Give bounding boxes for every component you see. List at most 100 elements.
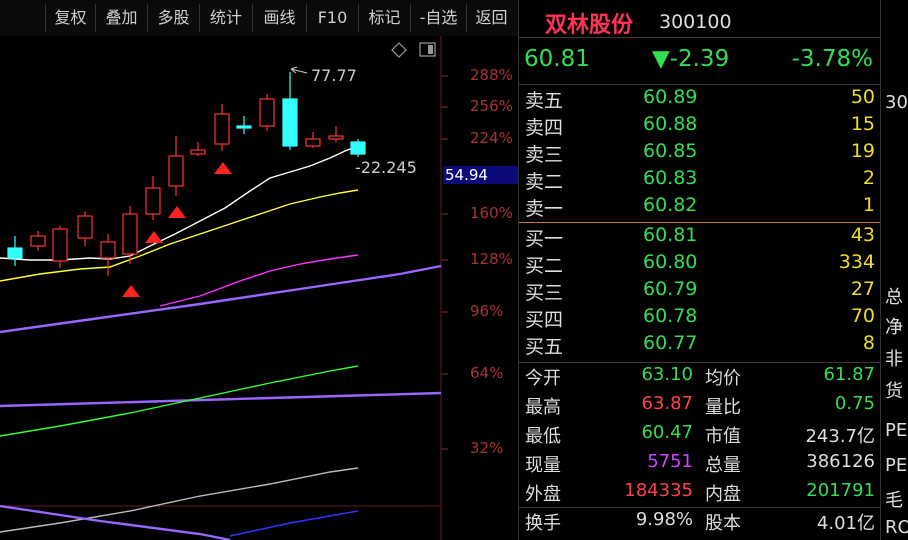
candle-body [190,149,206,155]
ask-row[interactable]: 卖二 60.83 2 [519,167,881,194]
moving-average-line [0,189,359,282]
candle-body [100,241,116,259]
remove-watchlist-button[interactable]: -自选 [410,4,466,32]
up-candle [145,176,161,220]
fundamental-label: 净 [885,317,903,338]
current-price-tag: 54.94 [443,166,518,184]
stat-value: 243.7亿 [805,426,875,447]
draw-line-button[interactable]: 画线 [252,4,306,32]
stat-value: 201791 [806,480,875,501]
bid-row[interactable]: 买一 60.81 43 [519,224,881,251]
fundamental-label: PE [885,420,908,441]
axis-label-128: 128% [470,250,513,268]
bid-row[interactable]: 买四 60.78 70 [519,305,881,332]
axis-label-160: 160% [470,204,513,222]
buy-signal-triangle [168,206,186,218]
kline-chart[interactable]: 77.77 -22.245 288% 256% 224% 54.94 160% … [0,36,518,540]
mark-button[interactable]: 标记 [358,4,410,32]
down-candle [282,72,298,150]
ask-row[interactable]: 卖四 60.88 15 [519,113,881,140]
stat-label: 最高 [525,397,561,418]
high-price-label: 77.77 [311,66,357,85]
moving-average-line [0,145,359,261]
moving-average-line [229,510,359,537]
fundamental-label: 30 [885,92,908,113]
bid-level-label: 买三 [525,282,564,304]
statistics-button[interactable]: 统计 [199,4,252,32]
stat-label: 量比 [705,397,741,418]
bid-row[interactable]: 买三 60.79 27 [519,278,881,305]
up-candle [30,231,46,251]
axis-label-96: 96% [470,302,504,320]
stat-label: 总量 [705,455,741,476]
fundamental-label: 毛 [885,490,903,511]
up-candle [122,206,138,264]
axis-label-224: 224% [470,129,513,147]
bid-volume: 70 [850,305,875,327]
ask-row[interactable]: 卖三 60.85 19 [519,140,881,167]
bid-volume: 334 [838,251,875,273]
up-candle [100,234,116,276]
ask-level-label: 卖五 [525,90,564,112]
stat-label: 均价 [705,368,741,389]
chart-toolbar: 复权 叠加 多股 统计 画线 F10 标记 -自选 返回 [0,0,518,36]
stat-label: 内盘 [705,484,741,505]
ask-level-label: 卖一 [525,198,564,220]
up-candle [214,104,230,151]
stat-label: 换手 [525,513,561,534]
stat-value: 60.47 [641,422,693,443]
stat-label: 外盘 [525,484,561,505]
stats-row: 现量 5751 总量 386126 [519,451,881,480]
price-change-pct: -3.78% [791,46,873,72]
moving-average-line [0,391,442,408]
divider [519,84,881,85]
candle-body [52,228,68,262]
stat-value: 9.98% [635,509,693,530]
up-candle [305,132,321,148]
candle-body [77,215,93,239]
stat-value: 0.75 [834,393,875,414]
moving-average-line [0,264,442,334]
candle-body [259,98,275,127]
bid-price: 60.81 [643,224,698,246]
ask-row[interactable]: 卖五 60.89 50 [519,86,881,113]
buy-signal-triangle [122,285,140,297]
diamond-icon[interactable] [391,42,407,58]
axis-label-288: 288% [470,66,513,84]
bid-level-label: 买一 [525,228,564,250]
fundamental-label: 货 [885,381,903,402]
ask-price: 60.82 [643,194,698,216]
ask-price: 60.88 [643,113,698,135]
kline-svg[interactable]: 77.77 -22.245 [0,36,518,540]
panel-toggle-icon[interactable] [419,42,436,57]
bid-price: 60.79 [643,278,698,300]
ask-row[interactable]: 卖一 60.82 1 [519,194,881,221]
overlay-button[interactable]: 叠加 [95,4,147,32]
stat-label: 最低 [525,426,561,447]
bid-price: 60.77 [643,332,698,354]
stat-value: 61.87 [823,364,875,385]
divider [519,362,881,363]
stats-row: 最低 60.47 市值 243.7亿 [519,422,881,451]
multi-stock-button[interactable]: 多股 [147,4,199,32]
moving-average-line [0,467,359,533]
price-row: 60.81 ▼-2.39 -3.78% [519,42,881,82]
stat-value: 63.87 [641,393,693,414]
candle-body [214,113,230,145]
ask-volume: 2 [862,167,875,189]
stock-name[interactable]: 双林股份 [545,13,634,38]
down-candle [350,139,366,157]
stats-row: 换手 9.98% 股本 4.01亿 [519,509,881,538]
up-candle [77,211,93,246]
fundamental-label: RO [885,517,908,538]
moving-average-line [159,254,359,307]
ask-volume: 15 [850,113,875,135]
bid-row[interactable]: 买二 60.80 334 [519,251,881,278]
bid-row[interactable]: 买五 60.77 8 [519,332,881,359]
restore-rights-button[interactable]: 复权 [45,4,95,32]
back-button[interactable]: 返回 [466,4,516,32]
f10-button[interactable]: F10 [306,4,358,32]
stat-value: 386126 [806,451,875,472]
candle-body [122,213,138,255]
